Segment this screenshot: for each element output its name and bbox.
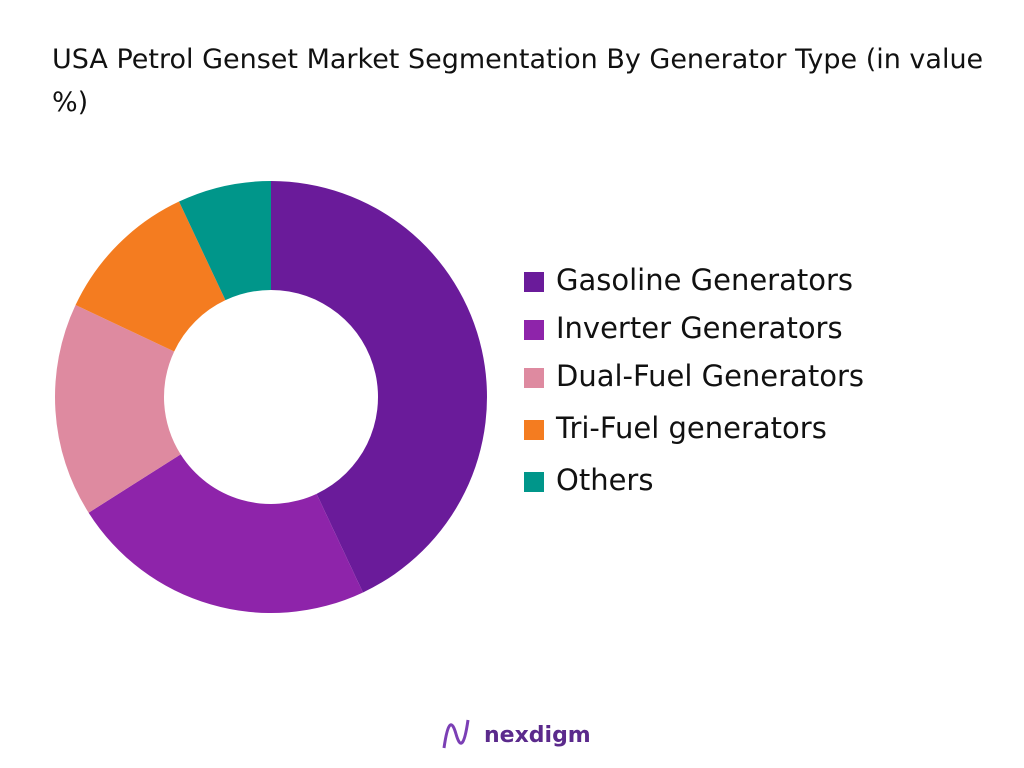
brand-name: nexdigm: [484, 723, 591, 748]
legend-swatch: [524, 368, 544, 388]
donut-slice: [271, 181, 487, 593]
logo-icon: [442, 719, 470, 749]
brand-logo: nexdigm: [442, 719, 591, 749]
legend-swatch: [524, 472, 544, 492]
chart-title: USA Petrol Genset Market Segmentation By…: [52, 44, 984, 118]
donut-slice: [54, 305, 181, 513]
legend-label: Inverter Generators: [556, 311, 843, 345]
legend-swatch: [524, 272, 544, 292]
donut-slice: [88, 454, 363, 613]
donut-slice: [179, 181, 271, 301]
legend-label: Dual-Fuel Generators: [556, 359, 864, 393]
legend-label: Tri-Fuel generators: [555, 411, 827, 445]
legend-swatch: [524, 320, 544, 340]
legend-label: Gasoline Generators: [556, 263, 853, 297]
donut-slice: [75, 201, 226, 352]
legend-label: Others: [556, 463, 653, 497]
legend-swatch: [524, 420, 544, 440]
